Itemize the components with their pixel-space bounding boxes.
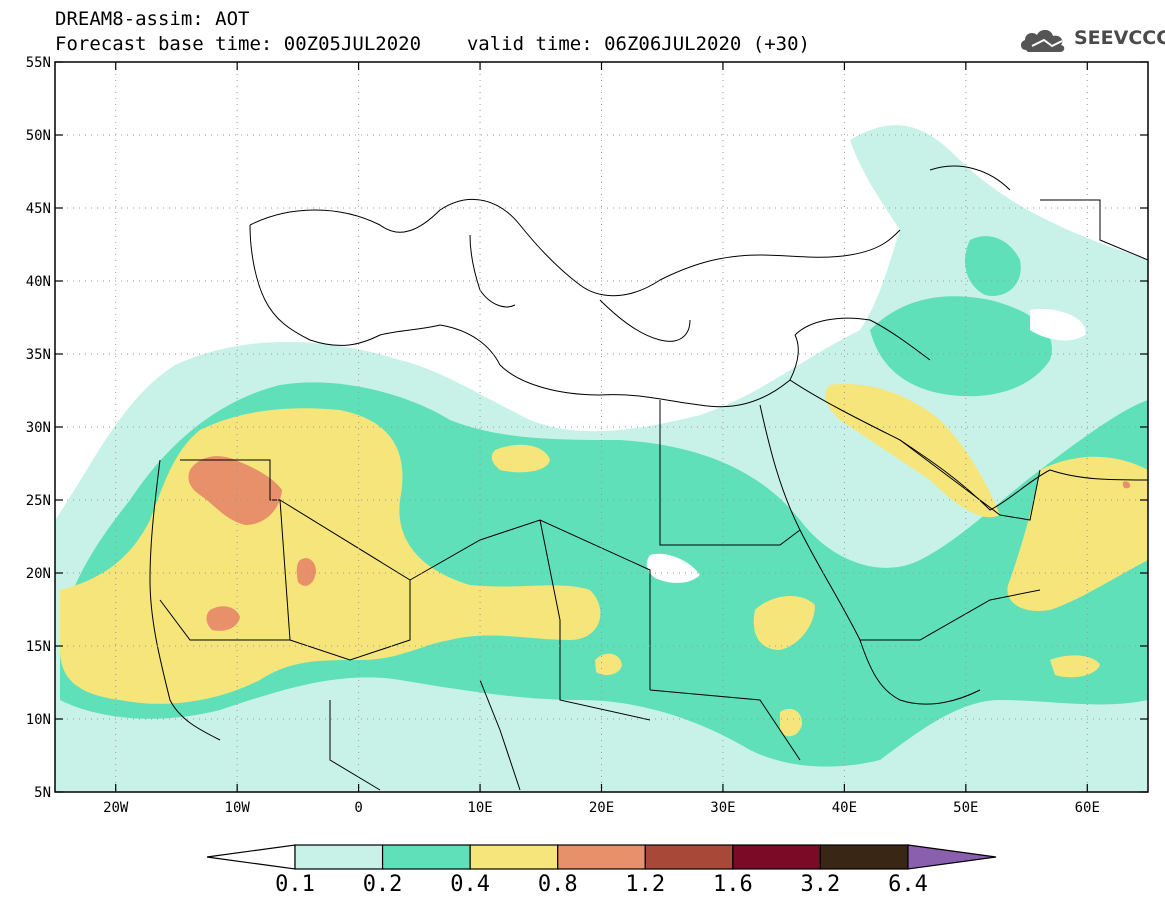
lat-tick-label: 15N — [26, 639, 51, 655]
lat-tick-label: 50N — [26, 128, 51, 144]
grid-lines — [55, 62, 1148, 792]
axis-ticks: 20W 10W 0 10E 20E 30E 40E 50E 60E 55N 50N 45N 40N 35N… — [26, 55, 1148, 816]
lon-tick-label: 20W — [103, 800, 129, 816]
lon-tick-label: 10E — [467, 800, 492, 816]
lat-tick-label: 40N — [26, 274, 51, 290]
logo-text: SEEVCCC — [1074, 27, 1165, 49]
colorbar-label: 1.2 — [625, 872, 666, 897]
colorbar-swatch — [732, 844, 822, 870]
colorbar-swatch — [469, 844, 559, 870]
lon-tick-label: 60E — [1075, 800, 1100, 816]
lat-tick-label: 55N — [26, 55, 51, 71]
lat-tick-label: 30N — [26, 420, 51, 436]
forecast-times: Forecast base time: 00Z05JUL2020 valid t… — [55, 33, 810, 55]
colorbar — [206, 844, 997, 870]
lon-tick-label: 40E — [832, 800, 857, 816]
colorbar-label: 6.4 — [888, 872, 928, 897]
colorbar-swatch — [294, 844, 384, 870]
colorbar-swatch — [557, 844, 646, 870]
lon-tick-label: 50E — [953, 800, 978, 816]
lat-tick-label: 5N — [34, 785, 51, 801]
lat-tick-label: 20N — [26, 566, 51, 582]
lon-tick-label: 0 — [354, 800, 362, 816]
colorbar-label: 0.8 — [537, 872, 578, 897]
colorbar-swatch — [644, 844, 734, 870]
colorbar-swatch — [819, 844, 909, 870]
colorbar-swatch — [381, 844, 471, 870]
lon-tick-label: 10W — [225, 800, 251, 816]
lon-tick-label: 30E — [710, 800, 735, 816]
colorbar-under-arrow — [206, 844, 296, 870]
colorbar-label: 0.1 — [275, 872, 315, 897]
colorbar-label: 0.2 — [362, 872, 403, 897]
colorbar-label: 1.6 — [712, 872, 753, 897]
lat-tick-label: 25N — [26, 493, 51, 509]
lat-tick-label: 45N — [26, 201, 51, 217]
cloud-icon — [1020, 29, 1065, 52]
lat-tick-label: 10N — [26, 712, 51, 728]
colorbar-over-arrow — [907, 844, 997, 870]
valid-time: valid time: 06Z06JUL2020 (+30) — [466, 33, 810, 55]
colorbar-label: 0.4 — [450, 872, 491, 897]
colorbar-label: 3.2 — [800, 872, 841, 897]
seevccc-logo: SEEVCCC — [1018, 22, 1165, 58]
base-time: Forecast base time: 00Z05JUL2020 — [55, 33, 422, 55]
lat-tick-label: 35N — [26, 347, 51, 363]
coastlines — [149, 165, 1148, 791]
lon-tick-label: 20E — [589, 800, 614, 816]
map-title: DREAM8-assim: AOT — [55, 8, 250, 30]
